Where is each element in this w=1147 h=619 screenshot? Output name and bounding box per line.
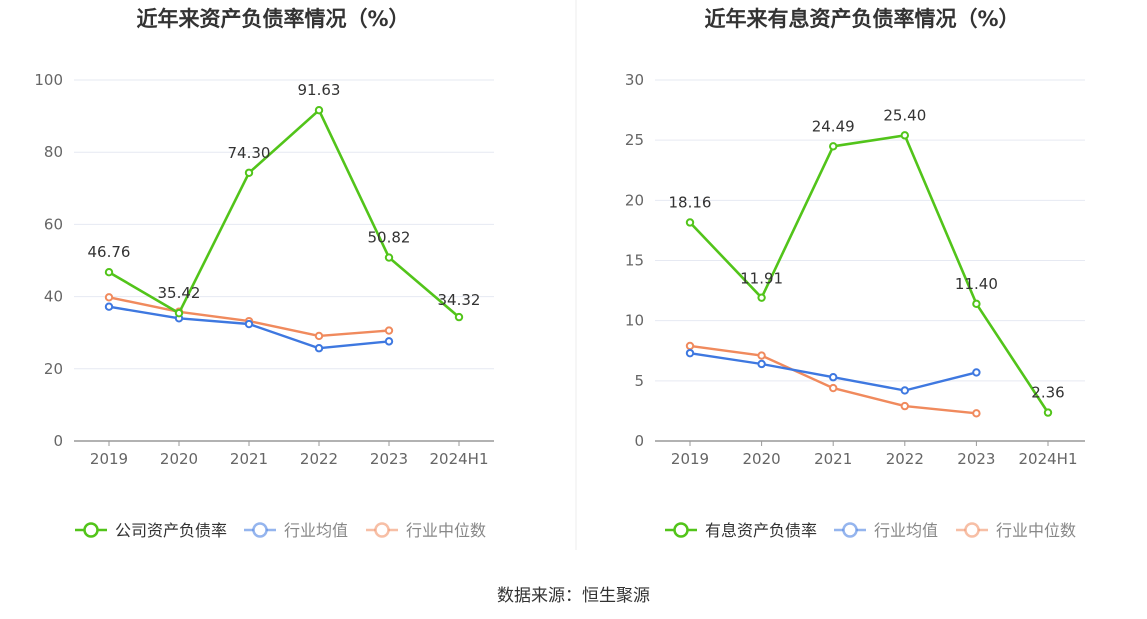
series-1: 46.76 35.42 74.30 91.63 50.82 34.32 xyxy=(88,81,481,322)
data-point[interactable] xyxy=(972,368,981,377)
data-point[interactable] xyxy=(829,373,838,382)
legend-marker xyxy=(964,522,980,538)
y-tick-label: 25 xyxy=(625,131,644,149)
data-label: 46.76 xyxy=(88,243,131,261)
legend-label: 行业均值 xyxy=(874,521,938,540)
legend-marker xyxy=(673,522,689,538)
chart-title: 近年来资产负债率情况（%） xyxy=(136,7,409,31)
x-tick-label: 2019 xyxy=(671,450,709,468)
legend-label: 行业均值 xyxy=(284,521,348,540)
data-label: 25.40 xyxy=(883,106,926,124)
data-label: 2.36 xyxy=(1031,384,1064,402)
x-tick-label: 2022 xyxy=(886,450,924,468)
data-point[interactable] xyxy=(757,359,766,369)
y-tick-label: 15 xyxy=(625,252,644,270)
chart-panel-1: 近年来资产负债率情况（%） 0 20 40 60 80 100 2019 2020 2021 202… xyxy=(34,7,494,540)
legend-item-1[interactable]: 公司资产负债率 xyxy=(75,521,227,540)
legend-marker xyxy=(374,522,390,538)
data-point[interactable] xyxy=(104,293,114,302)
x-tick-label: 2019 xyxy=(90,450,128,468)
y-tick-label: 60 xyxy=(44,215,63,233)
y-tick-label: 0 xyxy=(53,432,63,450)
data-point[interactable] xyxy=(244,168,254,177)
y-tick-label: 10 xyxy=(625,312,644,330)
data-point[interactable] xyxy=(314,331,324,341)
data-label: 18.16 xyxy=(669,193,712,211)
data-label: 11.91 xyxy=(740,270,783,288)
legend-label: 行业中位数 xyxy=(406,521,486,540)
data-point[interactable] xyxy=(685,348,695,358)
legend-item-3[interactable]: 行业中位数 xyxy=(956,521,1076,540)
legend-label: 行业中位数 xyxy=(996,521,1076,540)
legend-label: 公司资产负债率 xyxy=(115,521,227,540)
series-line xyxy=(689,134,1050,414)
legend-marker xyxy=(842,522,858,538)
data-point[interactable] xyxy=(314,344,324,353)
legend-item-2[interactable]: 行业均值 xyxy=(244,521,348,540)
data-point[interactable] xyxy=(384,253,394,262)
legend-item-3[interactable]: 行业中位数 xyxy=(366,521,486,540)
y-tick-label: 100 xyxy=(34,71,63,89)
legend-marker xyxy=(83,522,99,538)
x-tick-label: 2020 xyxy=(743,450,781,468)
data-point[interactable] xyxy=(972,299,981,309)
data-point[interactable] xyxy=(384,337,394,346)
y-tick-label: 20 xyxy=(625,191,644,209)
x-tick-label: 2020 xyxy=(160,450,198,468)
series-2 xyxy=(685,348,981,395)
y-tick-label: 30 xyxy=(625,71,644,89)
data-label: 34.32 xyxy=(438,291,481,309)
data-point[interactable] xyxy=(244,319,254,329)
y-tick-label: 80 xyxy=(44,143,63,161)
series-3 xyxy=(685,341,981,418)
data-point[interactable] xyxy=(757,293,766,302)
y-tick-label: 5 xyxy=(634,372,644,390)
y-tick-label: 0 xyxy=(634,432,644,450)
legend-item-2[interactable]: 行业均值 xyxy=(834,521,938,540)
data-point[interactable] xyxy=(314,106,324,115)
data-label: 74.30 xyxy=(228,144,271,162)
x-tick-label: 2022 xyxy=(300,450,338,468)
data-label: 50.82 xyxy=(368,229,411,247)
data-point[interactable] xyxy=(829,383,838,393)
data-point[interactable] xyxy=(685,218,695,227)
data-label: 11.40 xyxy=(955,275,998,293)
x-tick-label: 2024H1 xyxy=(430,450,489,468)
data-point[interactable] xyxy=(1043,408,1053,417)
y-tick-label: 40 xyxy=(44,288,63,306)
data-point[interactable] xyxy=(757,351,766,360)
data-label: 24.49 xyxy=(812,117,855,135)
series-2 xyxy=(104,302,394,353)
x-tick-label: 2021 xyxy=(814,450,852,468)
data-point[interactable] xyxy=(685,341,695,351)
x-tick-label: 2023 xyxy=(957,450,995,468)
x-tick-label: 2023 xyxy=(370,450,408,468)
data-point[interactable] xyxy=(972,409,981,418)
data-label: 91.63 xyxy=(298,81,341,99)
x-tick-label: 2021 xyxy=(230,450,268,468)
legend-item-1[interactable]: 有息资产负债率 xyxy=(665,521,817,540)
legend-label: 有息资产负债率 xyxy=(705,521,817,540)
data-point[interactable] xyxy=(900,386,909,395)
data-point[interactable] xyxy=(454,312,464,322)
data-point[interactable] xyxy=(104,267,114,277)
data-point[interactable] xyxy=(900,131,909,140)
data-point[interactable] xyxy=(829,142,838,151)
chart-title: 近年来有息资产负债率情况（%） xyxy=(704,7,1019,31)
y-tick-label: 20 xyxy=(44,360,63,378)
legend-marker xyxy=(252,522,268,538)
data-point[interactable] xyxy=(384,326,394,335)
data-point[interactable] xyxy=(174,308,184,318)
chart-panel-2: 近年来有息资产负债率情况（%） 0 5 10 15 20 25 30 2019 2020 2021 2… xyxy=(625,7,1085,540)
data-point[interactable] xyxy=(900,401,909,411)
series-1: 18.16 11.91 24.49 25.40 11.40 2.36 xyxy=(669,106,1065,417)
data-point[interactable] xyxy=(104,302,114,311)
series-3 xyxy=(104,293,394,341)
series-line xyxy=(108,108,460,319)
data-label: 35.42 xyxy=(158,284,201,302)
data-source-label: 数据来源：恒生聚源 xyxy=(497,586,650,606)
series-line xyxy=(108,296,390,338)
x-tick-label: 2024H1 xyxy=(1019,450,1078,468)
